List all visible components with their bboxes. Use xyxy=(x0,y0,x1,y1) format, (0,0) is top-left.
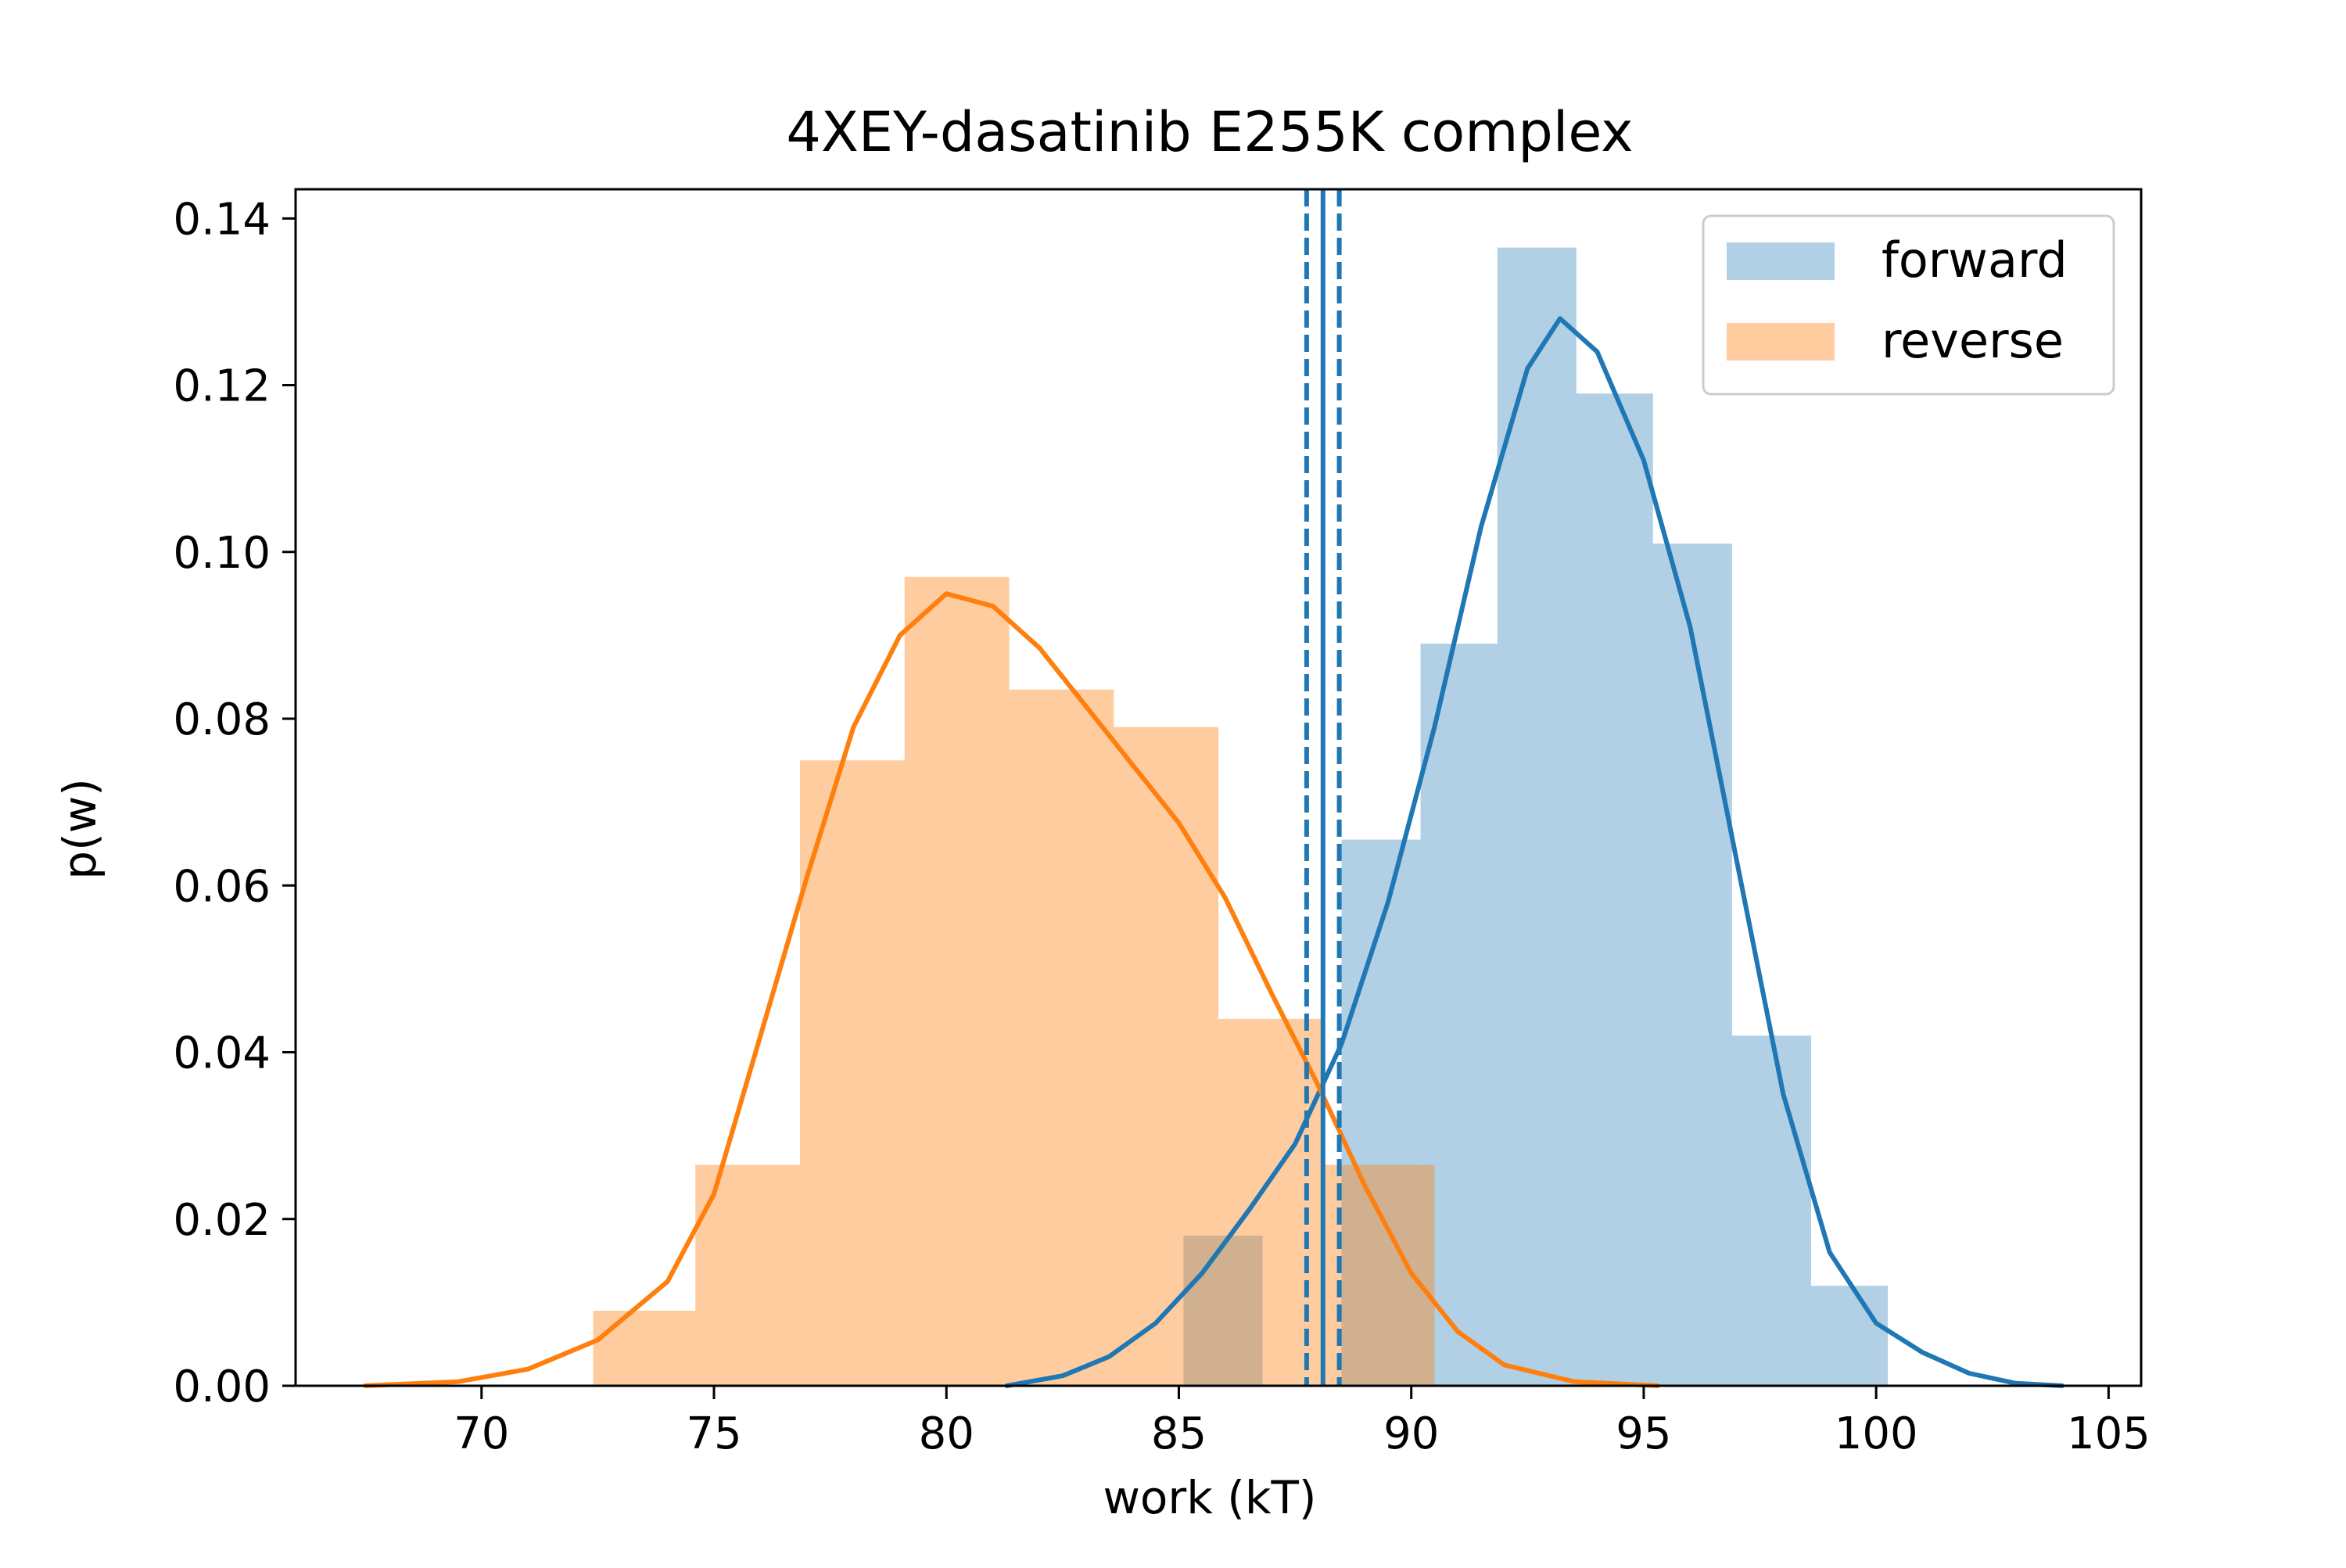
forward-bar xyxy=(1652,544,1732,1386)
x-tick-label: 80 xyxy=(919,1408,974,1459)
forward-bar xyxy=(1183,1236,1263,1386)
forward-histogram-bars xyxy=(1183,247,1888,1387)
x-tick-label: 70 xyxy=(454,1408,509,1459)
forward-kde-line xyxy=(1004,316,2064,1388)
reverse-bar xyxy=(593,1311,696,1386)
forward-legend-swatch xyxy=(1727,242,1835,280)
y-tick-label: 0.02 xyxy=(173,1195,271,1246)
plot-frame xyxy=(294,188,2143,1387)
y-tick-label: 0.08 xyxy=(173,694,271,745)
reverse-bar xyxy=(800,760,905,1386)
x-tick-label: 105 xyxy=(2067,1408,2150,1459)
y-tick-label: 0.12 xyxy=(173,361,271,412)
y-axis-ticks: 0.00 0.02 0.04 0.06 0.08 0.10 0.12 0.14 xyxy=(173,194,296,1412)
y-tick-label: 0.10 xyxy=(173,528,271,579)
x-tick-label: 75 xyxy=(686,1408,741,1459)
x-tick-label: 85 xyxy=(1151,1408,1207,1459)
x-tick-label: 90 xyxy=(1383,1408,1439,1459)
y-tick-label: 0.04 xyxy=(173,1028,271,1079)
plot-area: 70 75 80 85 90 95 100 1050.000.020.040.060.080.… xyxy=(173,188,2150,1459)
forward-bar xyxy=(1420,644,1498,1386)
reverse-bar xyxy=(1218,1018,1323,1386)
reverse-kde-line xyxy=(363,591,1660,1388)
x-axis-ticks: 70 75 80 85 90 95 100 105 xyxy=(454,1386,2150,1459)
x-axis-label: work (kT) xyxy=(1103,1471,1316,1524)
reverse-bar xyxy=(1009,689,1114,1386)
x-tick-label: 95 xyxy=(1616,1408,1671,1459)
forward-bar xyxy=(1497,247,1577,1387)
forward-bar xyxy=(1576,393,1653,1387)
legend-box xyxy=(1702,214,2115,396)
reverse-legend-swatch xyxy=(1727,323,1835,361)
reverse-bar xyxy=(904,576,1010,1386)
x-tick-label: 100 xyxy=(1835,1408,1918,1459)
reverse-bar xyxy=(1322,1164,1435,1386)
forward-bar xyxy=(1810,1286,1888,1386)
forward-legend-label: forward xyxy=(1881,231,2068,289)
reverse-bar xyxy=(695,1164,800,1386)
reverse-legend-label: reverse xyxy=(1881,312,2064,369)
y-tick-label: 0.06 xyxy=(173,861,271,912)
legend: forward reverse xyxy=(1702,214,2115,396)
y-tick-label: 0.00 xyxy=(173,1362,271,1412)
y-axis-label: p(w) xyxy=(53,778,106,880)
forward-bar xyxy=(1731,1035,1811,1386)
chart-title: 4XEY-dasatinib E255K complex xyxy=(786,100,1633,164)
y-tick-label: 0.14 xyxy=(173,194,271,245)
reverse-bar xyxy=(1114,727,1218,1386)
